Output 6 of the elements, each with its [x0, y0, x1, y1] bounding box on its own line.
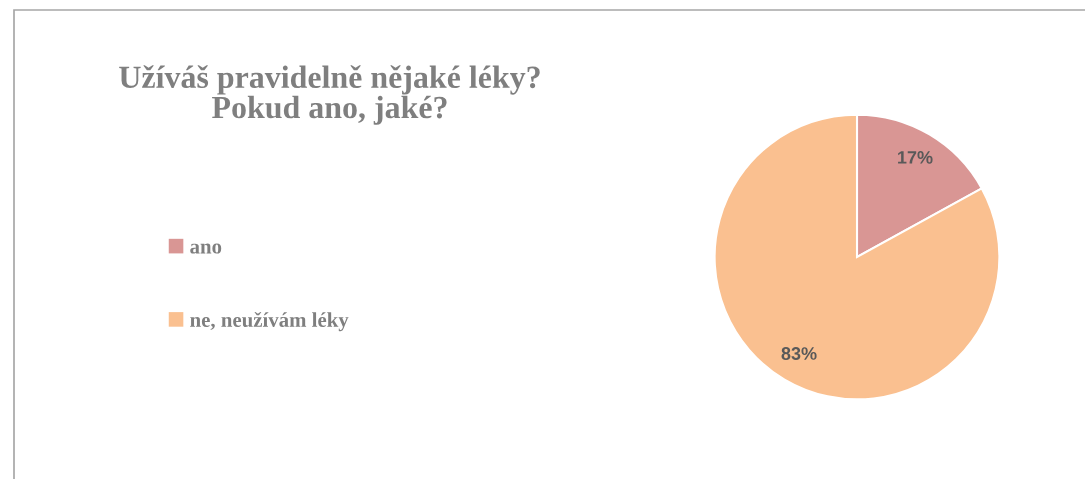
chart-title: Užíváš pravidelně nějaké léky? Pokud ano, jaké? [119, 65, 540, 125]
pie-slice [713, 113, 1001, 401]
legend-label: ano [190, 243, 222, 254]
data-label: 17% [898, 151, 933, 164]
legend-label: ne, neužívám léky [190, 312, 349, 332]
data-label: 83% [781, 347, 817, 360]
